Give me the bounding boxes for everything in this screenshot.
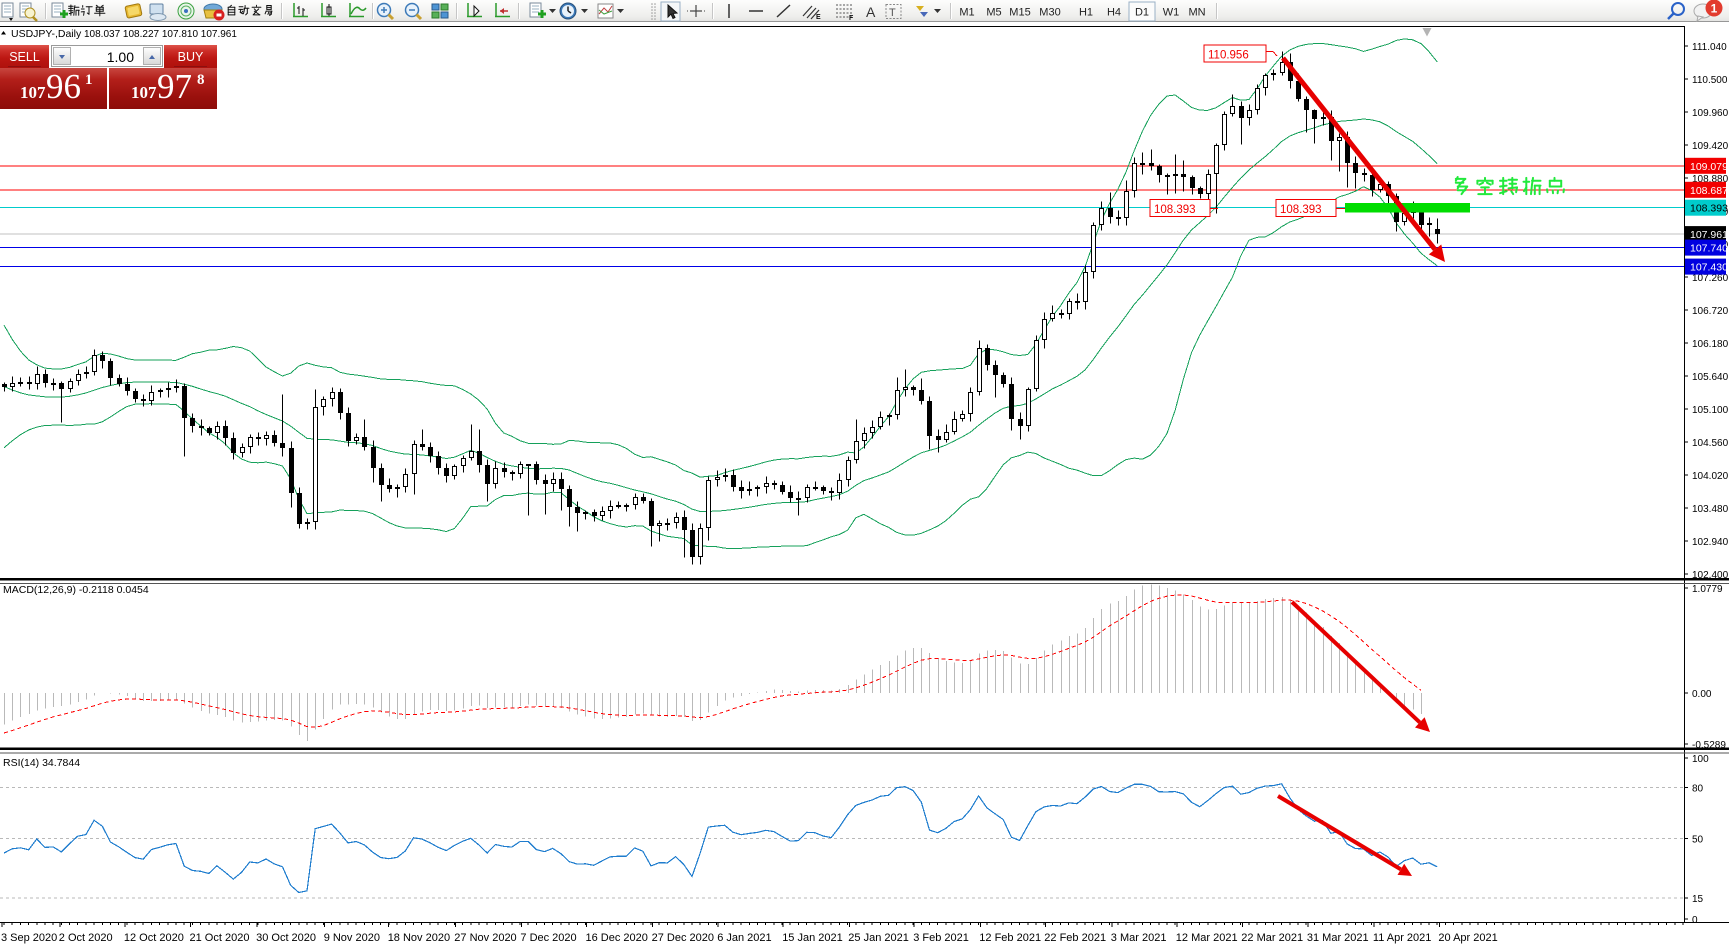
svg-text:3 Sep 2020: 3 Sep 2020 (1, 932, 57, 944)
svg-text:110.500: 110.500 (1692, 75, 1728, 86)
svg-text:109.420: 109.420 (1692, 141, 1729, 152)
svg-text:31 Mar 2021: 31 Mar 2021 (1307, 932, 1369, 944)
svg-text:T: T (889, 7, 896, 19)
svg-text:1.0779: 1.0779 (1692, 584, 1723, 595)
svg-text:107.260: 107.260 (1692, 273, 1729, 284)
svg-text:3 Feb 2021: 3 Feb 2021 (913, 932, 969, 944)
svg-text:108.687: 108.687 (1690, 185, 1728, 197)
svg-text:M1: M1 (959, 7, 974, 19)
svg-text:107.961: 107.961 (1690, 229, 1728, 241)
svg-text:D1: D1 (1135, 7, 1149, 19)
svg-text:9 Nov 2020: 9 Nov 2020 (324, 932, 380, 944)
svg-text:27 Nov 2020: 27 Nov 2020 (454, 932, 516, 944)
svg-text:MACD(12,26,9) -0.2118 0.0454: MACD(12,26,9) -0.2118 0.0454 (3, 584, 149, 596)
svg-text:12 Mar 2021: 12 Mar 2021 (1176, 932, 1238, 944)
svg-text:22 Mar 2021: 22 Mar 2021 (1241, 932, 1303, 944)
svg-text:30 Oct 2020: 30 Oct 2020 (256, 932, 316, 944)
svg-text:103.480: 103.480 (1692, 504, 1729, 515)
svg-text:104.020: 104.020 (1692, 471, 1729, 482)
svg-text:25 Jan 2021: 25 Jan 2021 (848, 932, 909, 944)
svg-text:108.393: 108.393 (1154, 204, 1196, 216)
svg-text:108.037 108.227 107.810 107.96: 108.037 108.227 107.810 107.961 (84, 29, 237, 40)
svg-text:107.740: 107.740 (1690, 243, 1728, 255)
svg-text:M5: M5 (986, 7, 1001, 19)
svg-text:50: 50 (1692, 834, 1704, 845)
svg-text:18 Nov 2020: 18 Nov 2020 (388, 932, 450, 944)
svg-text:3 Mar 2021: 3 Mar 2021 (1111, 932, 1167, 944)
svg-text:22 Feb 2021: 22 Feb 2021 (1044, 932, 1106, 944)
svg-text:20 Apr 2021: 20 Apr 2021 (1438, 932, 1497, 944)
svg-text:MN: MN (1188, 7, 1205, 19)
svg-text:110.956: 110.956 (1208, 50, 1249, 62)
svg-text:80: 80 (1692, 783, 1704, 794)
svg-text:104.560: 104.560 (1692, 438, 1729, 449)
svg-text:12 Feb 2021: 12 Feb 2021 (979, 932, 1041, 944)
svg-text:106.720: 106.720 (1692, 306, 1729, 317)
svg-text:0: 0 (1692, 915, 1698, 926)
svg-text:M15: M15 (1009, 7, 1030, 19)
svg-text:102.400: 102.400 (1692, 570, 1729, 581)
svg-text:100: 100 (1692, 754, 1709, 765)
svg-text:11 Apr 2021: 11 Apr 2021 (1373, 932, 1432, 944)
svg-text:105.100: 105.100 (1692, 405, 1729, 416)
svg-text:7 Dec 2020: 7 Dec 2020 (520, 932, 576, 944)
svg-text:H4: H4 (1107, 7, 1121, 19)
svg-text:12 Oct 2020: 12 Oct 2020 (124, 932, 184, 944)
svg-text:108.393: 108.393 (1280, 204, 1322, 216)
svg-text:108.393: 108.393 (1690, 203, 1728, 215)
svg-text:15 Jan 2021: 15 Jan 2021 (782, 932, 843, 944)
svg-text:109.079: 109.079 (1690, 161, 1728, 173)
svg-text:F: F (849, 15, 854, 22)
svg-text:2 Oct 2020: 2 Oct 2020 (59, 932, 113, 944)
svg-text:111.040: 111.040 (1692, 42, 1727, 53)
svg-text:21 Oct 2020: 21 Oct 2020 (190, 932, 250, 944)
svg-text:H1: H1 (1079, 7, 1093, 19)
svg-text:109.960: 109.960 (1692, 108, 1729, 119)
svg-text:16 Dec 2020: 16 Dec 2020 (586, 932, 648, 944)
svg-text:RSI(14) 34.7844: RSI(14) 34.7844 (3, 757, 80, 769)
svg-text:15: 15 (1692, 894, 1704, 905)
svg-text:1: 1 (1711, 2, 1718, 16)
svg-text:0.00: 0.00 (1692, 689, 1712, 700)
svg-text:W1: W1 (1163, 7, 1180, 19)
svg-text:M30: M30 (1039, 7, 1060, 19)
svg-text:A: A (866, 4, 876, 20)
svg-text:106.180: 106.180 (1692, 339, 1729, 350)
svg-text:107.430: 107.430 (1690, 262, 1728, 274)
svg-text:105.640: 105.640 (1692, 372, 1729, 383)
svg-text:27 Dec 2020: 27 Dec 2020 (652, 932, 714, 944)
svg-text:-0.5289: -0.5289 (1692, 740, 1726, 751)
svg-text:102.940: 102.940 (1692, 537, 1729, 548)
svg-text:6 Jan 2021: 6 Jan 2021 (717, 932, 771, 944)
svg-text:108.880: 108.880 (1692, 174, 1729, 185)
svg-text:E: E (816, 14, 821, 21)
svg-text:USDJPY-,Daily: USDJPY-,Daily (11, 28, 82, 40)
